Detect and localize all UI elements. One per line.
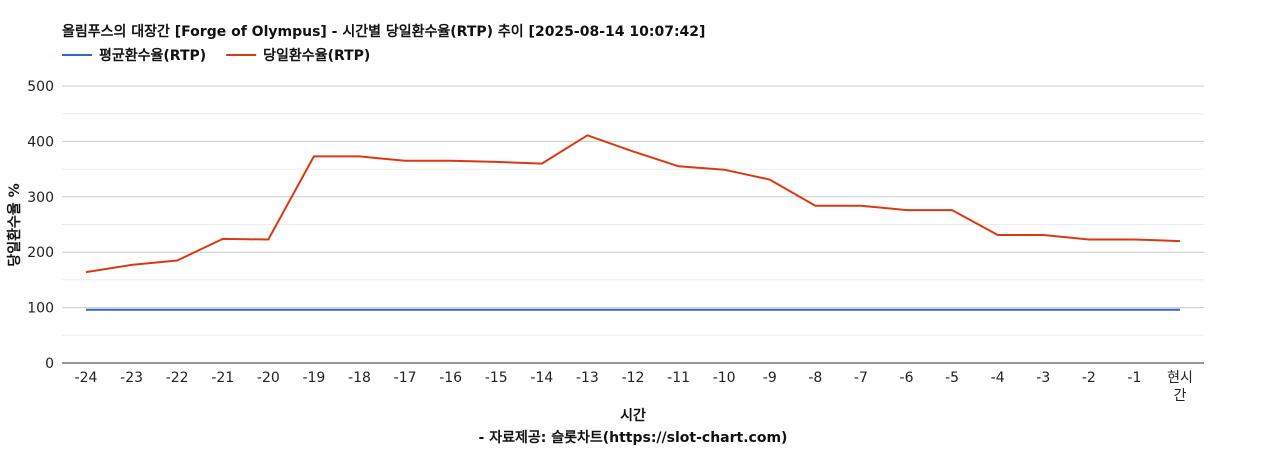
x-tick-label: -16 [439, 370, 462, 386]
data-point[interactable] [311, 307, 317, 313]
y-tick-label: 500 [27, 79, 54, 95]
data-point[interactable] [767, 307, 773, 313]
x-tick-label: -19 [302, 370, 325, 386]
data-point[interactable] [402, 307, 408, 313]
x-tick-label: -3 [1036, 370, 1050, 386]
legend-label[interactable]: 당일환수율(RTP) [263, 47, 370, 64]
x-tick-label: -1 [1127, 370, 1141, 386]
data-point[interactable] [83, 269, 89, 275]
data-point[interactable] [721, 167, 727, 173]
x-tick-label: -9 [763, 370, 777, 386]
y-axis-ticks: 0 100 200 300 400 500 [27, 79, 54, 372]
data-point[interactable] [904, 207, 910, 213]
data-point[interactable] [357, 153, 363, 159]
x-tick-label: -24 [75, 370, 98, 386]
data-point[interactable] [858, 203, 864, 209]
x-tick-label: -10 [713, 370, 736, 386]
data-point[interactable] [402, 158, 408, 164]
data-point[interactable] [493, 159, 499, 165]
data-point[interactable] [311, 153, 317, 159]
gridlines [62, 85, 1204, 364]
data-point[interactable] [1177, 238, 1183, 244]
x-tick-label: -17 [394, 370, 417, 386]
data-point[interactable] [174, 258, 180, 264]
x-tick-label: -22 [166, 370, 189, 386]
x-tick-label: 현시 간 [1167, 370, 1193, 404]
data-point[interactable] [1040, 232, 1046, 238]
data-point[interactable] [858, 307, 864, 313]
data-point[interactable] [584, 307, 590, 313]
data-point[interactable] [265, 236, 271, 242]
y-tick-label: 100 [27, 301, 54, 317]
legend-label[interactable]: 평균환수율(RTP) [99, 47, 206, 64]
data-point[interactable] [1086, 307, 1092, 313]
x-tick-label: -4 [991, 370, 1005, 386]
data-point[interactable] [1131, 307, 1137, 313]
x-tick-label: -23 [120, 370, 143, 386]
x-tick-label: -7 [854, 370, 868, 386]
data-point[interactable] [174, 307, 180, 313]
data-point[interactable] [949, 307, 955, 313]
data-point[interactable] [630, 307, 636, 313]
data-point[interactable] [904, 307, 910, 313]
y-tick-label: 200 [27, 245, 54, 261]
data-point[interactable] [676, 163, 682, 169]
x-tick-label: -18 [348, 370, 371, 386]
data-point[interactable] [721, 307, 727, 313]
x-tick-label: -2 [1082, 370, 1096, 386]
data-point[interactable] [448, 307, 454, 313]
data-point[interactable] [676, 307, 682, 313]
x-tick-label: -15 [485, 370, 508, 386]
data-point[interactable] [220, 307, 226, 313]
data-credit: - 자료제공: 슬롯차트(https://slot-chart.com) [479, 430, 788, 446]
data-point[interactable] [1177, 307, 1183, 313]
data-point[interactable] [265, 307, 271, 313]
data-point[interactable] [630, 148, 636, 154]
data-point[interactable] [949, 207, 955, 213]
x-tick-label: -5 [945, 370, 959, 386]
data-point[interactable] [812, 307, 818, 313]
data-point[interactable] [812, 203, 818, 209]
series-line-1 [85, 134, 1181, 274]
y-axis-title: 당일환수율 % [6, 183, 23, 266]
x-axis-title: 시간 [620, 407, 646, 424]
y-tick-label: 300 [27, 190, 54, 206]
chart-title: 올림푸스의 대장간 [Forge of Olympus] - 시간별 당일환수율… [62, 23, 705, 40]
data-point[interactable] [129, 262, 135, 268]
data-point[interactable] [584, 132, 590, 138]
x-tick-label: -14 [530, 370, 553, 386]
data-point[interactable] [995, 232, 1001, 238]
data-point[interactable] [357, 307, 363, 313]
data-point[interactable] [493, 307, 499, 313]
data-point[interactable] [539, 161, 545, 167]
series-lines [83, 132, 1183, 313]
x-tick-label: -20 [257, 370, 280, 386]
x-tick-label: -12 [622, 370, 645, 386]
data-point[interactable] [1040, 307, 1046, 313]
x-tick-label: -6 [900, 370, 914, 386]
data-point[interactable] [83, 307, 89, 313]
data-point[interactable] [539, 307, 545, 313]
x-axis-ticks: -24 -23 -22 -21 -20 -19 -18 -17 -16 -15 -14 -13 -12 -… [75, 370, 1193, 404]
data-point[interactable] [767, 177, 773, 183]
data-point[interactable] [448, 158, 454, 164]
data-point[interactable] [220, 236, 226, 242]
x-tick-label: -11 [667, 370, 690, 386]
legend: 평균환수율(RTP) 당일환수율(RTP) [62, 47, 370, 64]
data-point[interactable] [1086, 236, 1092, 242]
data-point[interactable] [995, 307, 1001, 313]
x-tick-label: -13 [576, 370, 599, 386]
data-point[interactable] [129, 307, 135, 313]
y-tick-label: 400 [27, 134, 54, 150]
x-tick-label: -8 [808, 370, 822, 386]
y-tick-label: 0 [45, 356, 54, 372]
data-point[interactable] [1131, 236, 1137, 242]
x-tick-label: -21 [211, 370, 234, 386]
